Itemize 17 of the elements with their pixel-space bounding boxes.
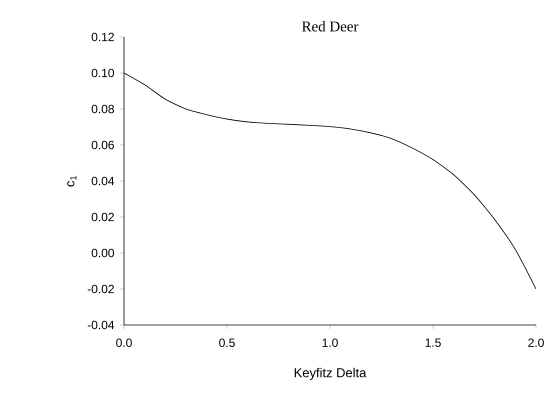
y-tick-label: -0.04 (88, 320, 114, 330)
x-tick-label: 1.5 (426, 338, 441, 347)
y-tick-label: 0.00 (92, 248, 114, 258)
x-tick-label: 0.0 (116, 338, 132, 347)
x-tick-label: 1.0 (322, 338, 338, 347)
y-tick-label: -0.02 (88, 284, 114, 294)
y-axis-title: c$_{1}$ (67, 176, 76, 186)
y-tick-label: 0.06 (92, 140, 114, 150)
x-tick-label: 0.5 (219, 338, 235, 347)
x-axis-title: Keyfitz Delta (294, 368, 366, 380)
y-tick-label: 0.04 (92, 176, 114, 186)
x-tick-label: 2.0 (528, 338, 544, 347)
y-tick-label: 0.02 (92, 212, 114, 222)
chart-title: Red Deer (302, 20, 358, 32)
y-tick-label: 0.08 (92, 104, 114, 114)
y-tick-label: 0.10 (92, 68, 114, 78)
y-tick-label: 0.12 (92, 32, 114, 42)
